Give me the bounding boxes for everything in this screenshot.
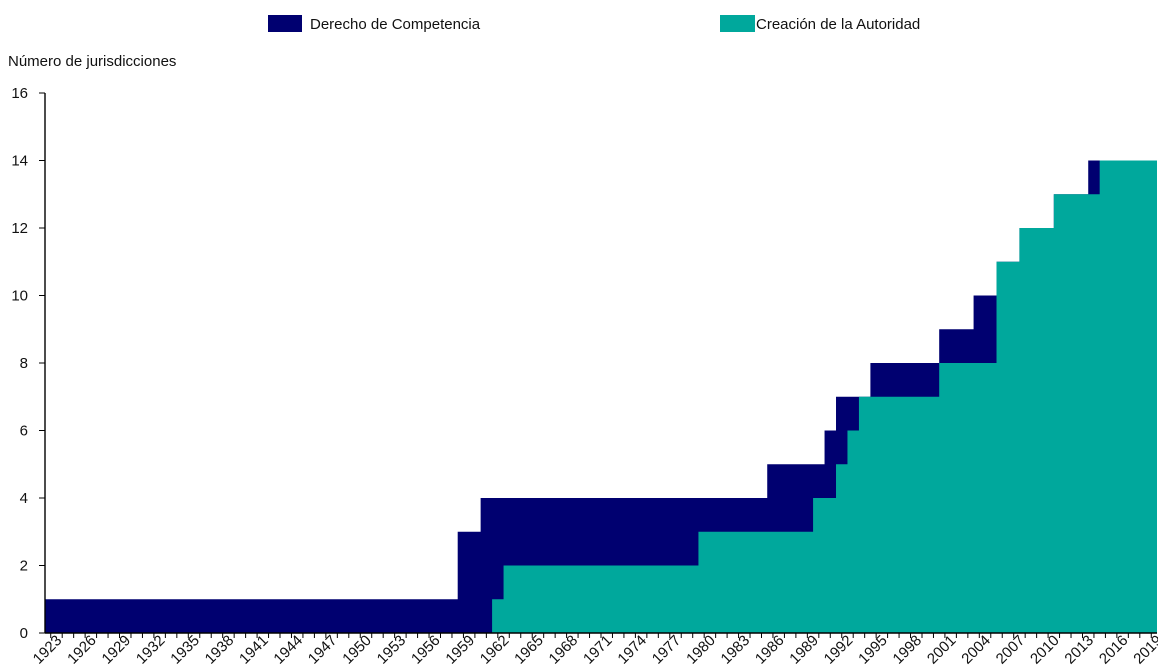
x-tick-label-2007: 2007 bbox=[993, 632, 1029, 668]
y-tick-label-0: 0 bbox=[20, 625, 28, 642]
x-tick-label-1977: 1977 bbox=[649, 632, 685, 668]
legend-swatch-creacion-de-la-autoridad bbox=[720, 15, 755, 32]
y-tick-label-2: 2 bbox=[20, 558, 28, 575]
x-tick-label-2019: 2019 bbox=[1130, 632, 1158, 668]
x-tick-label-1956: 1956 bbox=[408, 632, 444, 668]
y-axis-label: Número de jurisdicciones bbox=[8, 53, 176, 70]
x-tick-label-1974: 1974 bbox=[614, 632, 650, 668]
x-tick-label-1923: 1923 bbox=[30, 632, 66, 668]
y-tick-label-8: 8 bbox=[20, 355, 28, 372]
x-tick-label-1953: 1953 bbox=[374, 632, 410, 668]
x-tick-label-2001: 2001 bbox=[924, 632, 960, 668]
x-tick-label-2010: 2010 bbox=[1027, 632, 1063, 668]
x-tick-label-1947: 1947 bbox=[305, 632, 341, 668]
x-tick-label-1980: 1980 bbox=[683, 632, 719, 668]
y-tick-label-4: 4 bbox=[20, 490, 28, 507]
x-tick-label-1932: 1932 bbox=[133, 632, 169, 668]
x-tick-label-1926: 1926 bbox=[64, 632, 100, 668]
series-area-creacion-de-la-autoridad bbox=[45, 160, 1157, 633]
x-tick-label-1968: 1968 bbox=[546, 632, 582, 668]
x-tick-label-1965: 1965 bbox=[511, 632, 547, 668]
x-tick-label-2013: 2013 bbox=[1061, 632, 1097, 668]
x-tick-label-1962: 1962 bbox=[477, 632, 513, 668]
y-tick-label-12: 12 bbox=[11, 220, 28, 237]
x-tick-label-1941: 1941 bbox=[236, 632, 272, 668]
area-series-layer bbox=[45, 160, 1157, 633]
x-tick-label-1938: 1938 bbox=[202, 632, 238, 668]
x-tick-label-1944: 1944 bbox=[270, 632, 306, 668]
x-tick-label-2016: 2016 bbox=[1096, 632, 1132, 668]
legend: Derecho de Competencia Creación de la Au… bbox=[268, 15, 920, 33]
legend-label-derecho-de-competencia: Derecho de Competencia bbox=[310, 16, 481, 33]
x-tick-label-1935: 1935 bbox=[167, 632, 203, 668]
x-tick-label-1989: 1989 bbox=[786, 632, 822, 668]
y-tick-label-10: 10 bbox=[11, 288, 28, 305]
x-axis-ticks: 1923192619291932193519381941194419471950… bbox=[30, 632, 1158, 668]
x-tick-label-1971: 1971 bbox=[580, 632, 616, 668]
x-tick-label-1950: 1950 bbox=[339, 632, 375, 668]
y-tick-label-16: 16 bbox=[11, 85, 28, 102]
x-tick-label-1929: 1929 bbox=[99, 632, 135, 668]
x-tick-label-1983: 1983 bbox=[718, 632, 754, 668]
x-tick-label-2004: 2004 bbox=[958, 632, 994, 668]
y-axis-ticks: 0 2 4 6 8 10 12 14 16 bbox=[11, 85, 45, 642]
legend-swatch-derecho-de-competencia bbox=[268, 15, 302, 32]
x-tick-label-1998: 1998 bbox=[890, 632, 926, 668]
legend-label-creacion-de-la-autoridad: Creación de la Autoridad bbox=[756, 16, 920, 33]
x-tick-label-1995: 1995 bbox=[855, 632, 891, 668]
y-tick-label-6: 6 bbox=[20, 423, 28, 440]
x-tick-label-1959: 1959 bbox=[442, 632, 478, 668]
x-tick-label-1986: 1986 bbox=[752, 632, 788, 668]
y-tick-label-14: 14 bbox=[11, 153, 28, 170]
x-tick-label-1992: 1992 bbox=[821, 632, 857, 668]
